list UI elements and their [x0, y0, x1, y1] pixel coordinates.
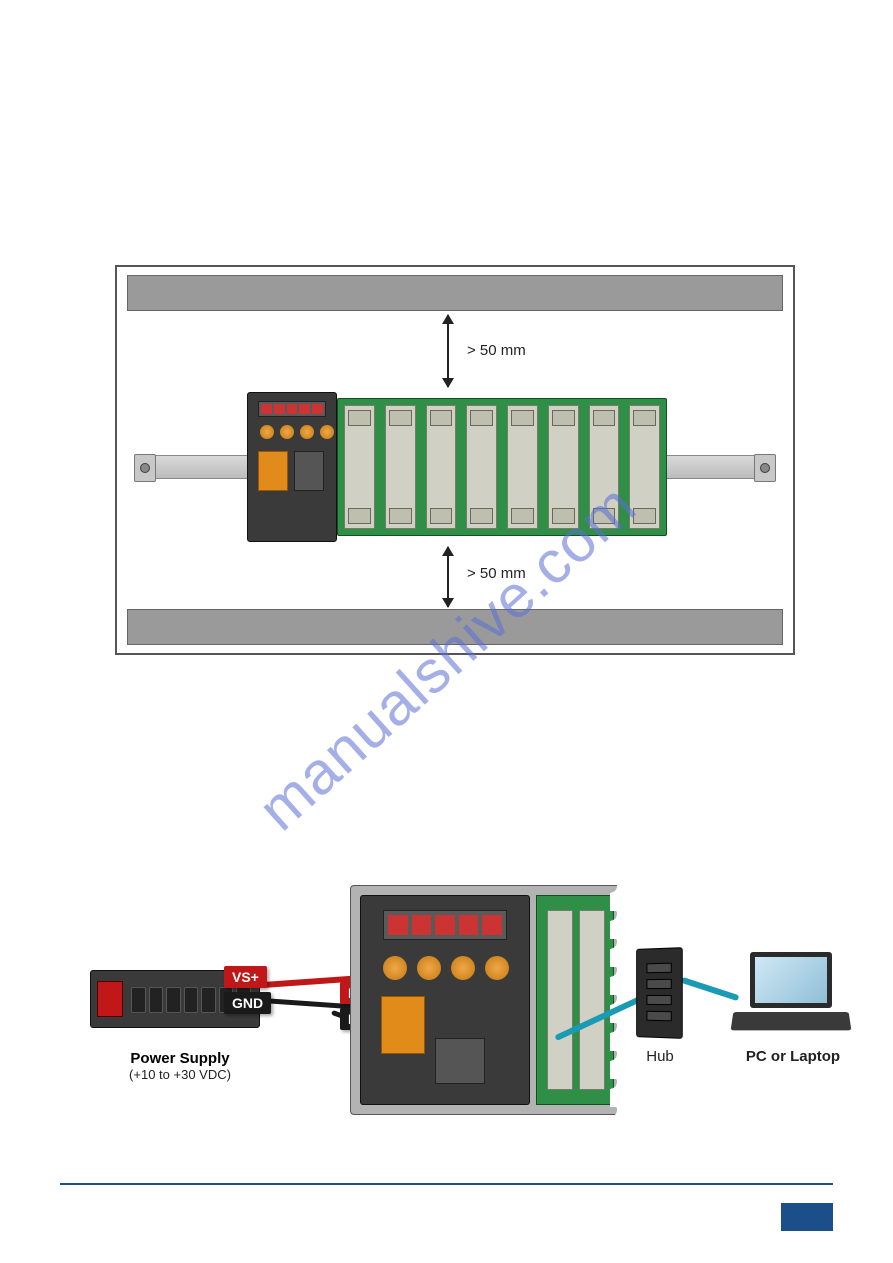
io-slot — [507, 405, 538, 529]
psu-caption: Power Supply (+10 to +30 VDC) — [80, 1050, 280, 1082]
tag-gnd: GND — [224, 992, 271, 1014]
footer-rule — [60, 1183, 833, 1185]
power-terminal-icon — [381, 996, 425, 1054]
psu-spec: (+10 to +30 VDC) — [80, 1067, 280, 1082]
io-slot — [547, 910, 573, 1090]
rotary-knobs-icon — [260, 425, 334, 439]
controller-closeup — [350, 885, 620, 1115]
page-number-tab — [781, 1203, 833, 1231]
wiring-diagram: Power Supply (+10 to +30 VDC) VS+ GND PW… — [90, 870, 810, 1130]
controller-cpu — [360, 895, 530, 1105]
laptop-label: PC or Laptop — [718, 1048, 868, 1065]
torn-edge-icon — [610, 883, 624, 1117]
enclosure-top-panel — [127, 275, 783, 311]
ethernet-hub-icon — [636, 947, 683, 1039]
lan-port-icon — [435, 1038, 485, 1084]
io-slot — [466, 405, 497, 529]
bottom-clearance-arrow-icon — [447, 547, 449, 607]
io-slot — [548, 405, 579, 529]
clearance-diagram: > 50 mm > 50 mm — [115, 265, 795, 655]
rail-end-left-icon — [134, 454, 156, 482]
io-slot — [344, 405, 375, 529]
dip-switch-icon — [383, 910, 507, 940]
psu-switch-icon — [97, 981, 123, 1017]
laptop-icon — [724, 952, 854, 1040]
hub-label: Hub — [630, 1048, 690, 1065]
cpu-module — [247, 392, 337, 542]
power-terminal-icon — [258, 451, 288, 491]
controller-backplane — [536, 895, 614, 1105]
top-clearance-arrow-icon — [447, 315, 449, 387]
rotary-knobs-icon — [383, 956, 509, 980]
bottom-clearance-label: > 50 mm — [467, 565, 526, 582]
enclosure-bottom-panel — [127, 609, 783, 645]
io-slot — [579, 910, 605, 1090]
top-clearance-label: > 50 mm — [467, 342, 526, 359]
psu-title: Power Supply — [80, 1050, 280, 1067]
tag-vs: VS+ — [224, 966, 267, 988]
mounted-device — [247, 392, 667, 542]
rail-end-right-icon — [754, 454, 776, 482]
io-slot — [589, 405, 620, 529]
io-slot — [385, 405, 416, 529]
dip-switch-icon — [258, 401, 326, 417]
io-backplane — [337, 398, 667, 536]
lan-port-icon — [294, 451, 324, 491]
io-slot — [426, 405, 457, 529]
io-slot — [629, 405, 660, 529]
